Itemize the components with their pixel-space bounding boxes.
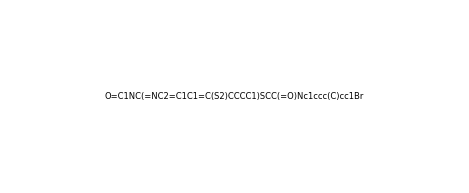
Text: O=C1NC(=NC2=C1C1=C(S2)CCCC1)SCC(=O)Nc1ccc(C)cc1Br: O=C1NC(=NC2=C1C1=C(S2)CCCC1)SCC(=O)Nc1cc… [105,92,364,101]
